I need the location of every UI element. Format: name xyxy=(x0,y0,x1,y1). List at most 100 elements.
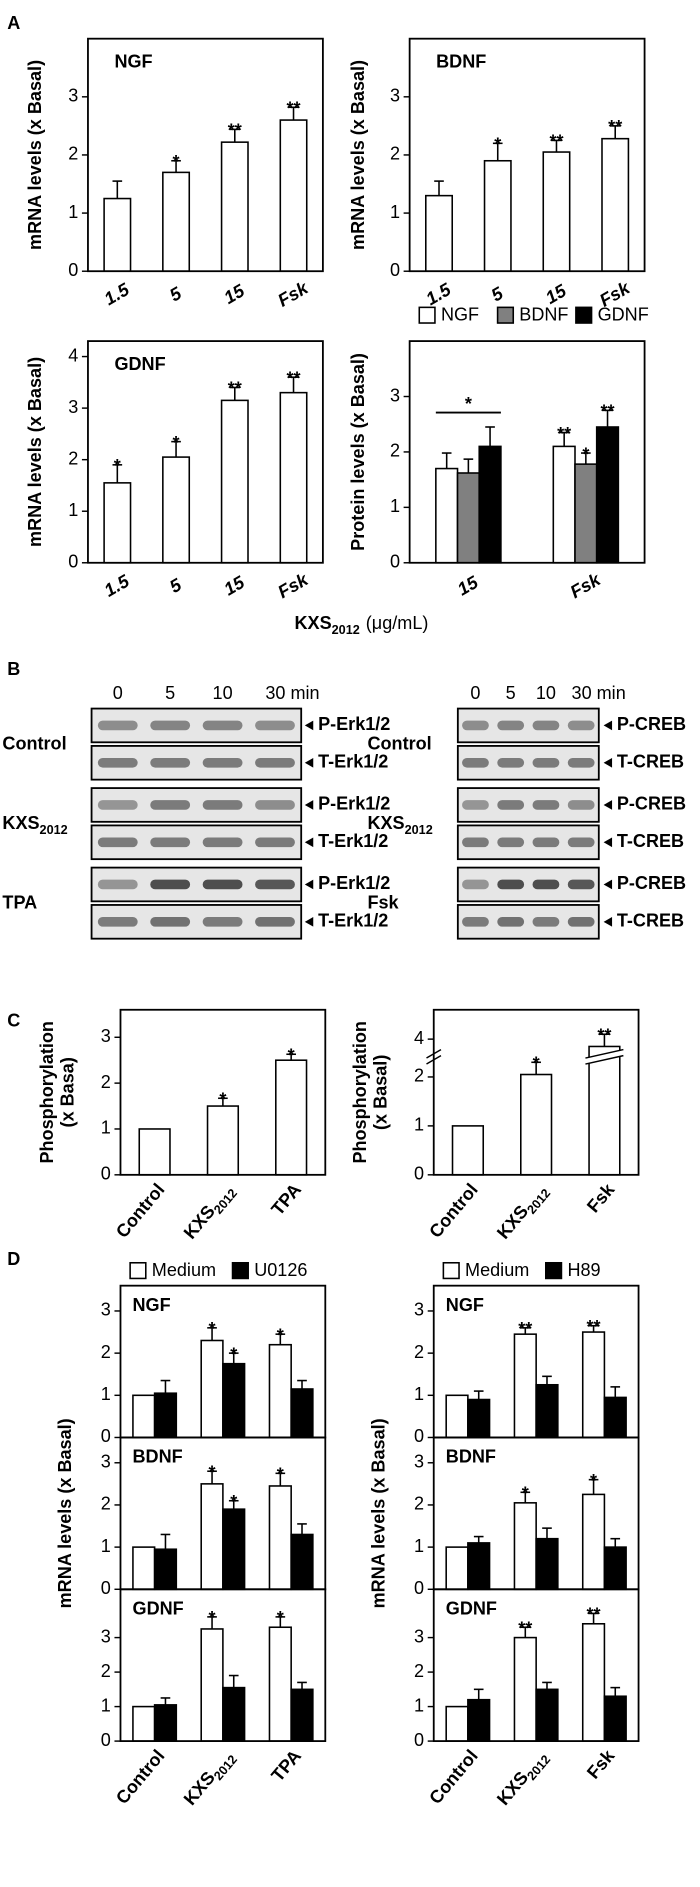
x-tick-label: Control xyxy=(112,1746,169,1808)
blot-band xyxy=(497,837,525,848)
significance: * xyxy=(590,1471,598,1491)
bar xyxy=(513,1333,537,1439)
significance: ** xyxy=(518,1319,533,1339)
legend-swatch xyxy=(545,1261,563,1280)
blot-band xyxy=(497,800,525,810)
bar xyxy=(456,472,481,564)
bar xyxy=(103,482,132,564)
bar xyxy=(222,1362,246,1439)
blot-band xyxy=(97,837,138,848)
axis-break xyxy=(585,1048,624,1059)
blot-band xyxy=(97,879,138,890)
significance: ** xyxy=(600,402,615,422)
significance: * xyxy=(522,1484,530,1504)
bar xyxy=(445,1546,469,1591)
arrowhead xyxy=(603,879,613,890)
subscript: 2012 xyxy=(332,624,360,638)
x-tick-label: 15 xyxy=(220,280,248,308)
x-tick-label: Control xyxy=(425,1746,482,1808)
y-axis-label: mRNA levels (x Basal) xyxy=(25,60,45,250)
bar xyxy=(162,171,191,272)
blot-band xyxy=(202,757,243,768)
band-label: T-Erk1/2 xyxy=(318,752,388,772)
band-label: P-Erk1/2 xyxy=(318,794,390,814)
significance: * xyxy=(173,152,181,172)
x-tick-label: 5 xyxy=(166,574,186,597)
significance: ** xyxy=(286,368,301,388)
bar xyxy=(535,1537,559,1591)
blot-band xyxy=(567,879,595,890)
bar xyxy=(200,1339,224,1439)
bar xyxy=(290,1533,314,1591)
blot-band xyxy=(150,720,191,731)
bar xyxy=(220,141,249,272)
x-tick-label: Control xyxy=(112,1180,169,1242)
legend-label: BDNF xyxy=(519,305,568,325)
arrowhead xyxy=(304,800,314,810)
x-tick-label: KXS2012 xyxy=(493,1746,554,1812)
x-tick-label: 5 xyxy=(488,283,508,306)
chart-title: NGF xyxy=(114,52,152,72)
significance: * xyxy=(533,1054,541,1074)
panel-label: A xyxy=(7,13,20,33)
y-tick-label: 1 xyxy=(414,1115,424,1135)
bar xyxy=(200,1628,224,1742)
bar xyxy=(268,1343,292,1439)
bar xyxy=(513,1636,537,1742)
panel-title: NGF xyxy=(446,1295,484,1315)
x-tick-label: 1.5 xyxy=(101,279,134,309)
bar xyxy=(425,194,454,272)
blot-band xyxy=(567,837,595,848)
subscript: 2012 xyxy=(525,1186,554,1217)
blot-band xyxy=(567,757,595,768)
bar xyxy=(445,1705,469,1742)
legend-swatch xyxy=(231,1261,249,1280)
significance: * xyxy=(230,1344,238,1364)
time-label: 30 min xyxy=(572,683,626,703)
significance: * xyxy=(209,1319,217,1339)
time-label: 30 min xyxy=(265,683,319,703)
y-tick-label: 0 xyxy=(390,260,400,280)
axis-break xyxy=(585,1054,624,1065)
x-tick-label: KXS2012 xyxy=(180,1180,241,1246)
y-axis-label: mRNA levels (x Basal) xyxy=(368,1418,388,1608)
y-tick-label: 0 xyxy=(390,552,400,572)
bar xyxy=(200,1483,224,1591)
text-part: (μg/mL) xyxy=(366,613,429,633)
blot-band xyxy=(532,720,560,731)
y-tick-label: 1 xyxy=(390,202,400,222)
legend-label: GDNF xyxy=(598,305,649,325)
y-tick-label: 2 xyxy=(68,144,78,164)
y-axis-label: Phosphorylation xyxy=(37,1021,57,1164)
blot-band xyxy=(462,720,489,731)
bar xyxy=(162,456,191,564)
y-tick-label: 1 xyxy=(101,1118,111,1138)
y-tick-label: 0 xyxy=(414,1730,424,1750)
y-tick-label: 1 xyxy=(101,1384,111,1404)
blot-band xyxy=(202,879,243,890)
y-axis-label: Protein levels (x Basal) xyxy=(348,353,368,551)
blot-band xyxy=(532,916,560,927)
row-label: KXS2012 xyxy=(2,813,67,838)
bar xyxy=(206,1105,240,1176)
significance: ** xyxy=(228,121,243,141)
y-tick-label: 2 xyxy=(68,448,78,468)
x-tick-label: Fsk xyxy=(274,277,312,310)
blot-band xyxy=(567,800,595,810)
blot-band xyxy=(567,720,595,731)
band-label: P-CREB xyxy=(617,714,686,734)
legend-label: Medium xyxy=(465,1260,529,1280)
blot-band xyxy=(497,720,525,731)
x-tick-label: Fsk xyxy=(583,1179,619,1216)
blot-band xyxy=(150,837,191,848)
significance: ** xyxy=(587,1317,602,1337)
significance: ** xyxy=(557,424,572,444)
blot-band xyxy=(202,916,243,927)
significance: ** xyxy=(228,379,243,399)
blot-band xyxy=(97,916,138,927)
y-tick-label: 0 xyxy=(101,1426,111,1446)
arrowhead xyxy=(603,720,613,731)
blot-band xyxy=(532,800,560,810)
